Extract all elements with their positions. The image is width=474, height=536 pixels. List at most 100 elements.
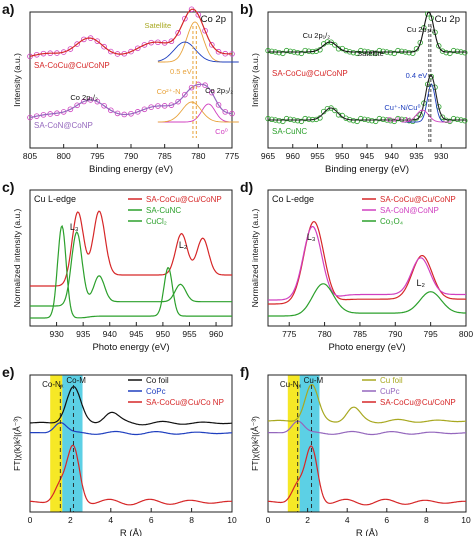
- data-point-a-1-6: [67, 106, 74, 113]
- annotation-b-2: Cu 2p₃/₂: [407, 25, 435, 34]
- legend-label-d-1: SA-CoN@CoNP: [380, 206, 439, 215]
- plot-frame-e: [29, 374, 233, 513]
- series-line-d-2: [268, 283, 467, 317]
- x-tick-label-d-5: 800: [459, 329, 473, 339]
- series-line-b-0: [268, 11, 466, 53]
- data-point-a-1-28: [215, 102, 222, 108]
- data-point-b-1-15: [320, 108, 327, 115]
- plot-frame-f: [267, 374, 467, 513]
- data-point-b-1-9: [298, 118, 305, 125]
- x-axis-label-c: Photo energy (eV): [92, 342, 169, 353]
- data-point-a-1-8: [81, 98, 87, 105]
- data-point-b-1-34: [391, 118, 397, 125]
- y-axis-label-d: Normalized intensity (a.u.): [250, 208, 260, 307]
- annotation-d-1: L₂: [417, 278, 426, 288]
- y-axis-label-a: Intensity (a.u.): [12, 53, 22, 107]
- data-point-b-0-53: [462, 50, 468, 56]
- legend-label-c-2: CuCl₂: [146, 217, 167, 226]
- x-tick-label-d-2: 785: [353, 329, 367, 339]
- plot-frame-c: [29, 189, 233, 327]
- legend-label-d-0: SA-CoCu@Cu/CoNP: [380, 195, 456, 204]
- panel-letter-a: a): [2, 1, 14, 17]
- data-point-b-1-24: [354, 118, 360, 125]
- x-axis-label-f: R (Å): [356, 528, 378, 536]
- data-point-a-0-6: [67, 46, 74, 52]
- x-tick-label-a-2: 795: [90, 151, 104, 161]
- data-point-b-0-0: [265, 47, 271, 54]
- x-tick-label-a-5: 780: [191, 151, 205, 161]
- annotation-c-1: L₂: [179, 240, 188, 250]
- legend-label-e-1: CoPc: [146, 387, 166, 396]
- x-tick-label-b-6: 935: [409, 151, 423, 161]
- series-line-c-1: [30, 231, 232, 307]
- chart-title-d: Co L-edge: [272, 194, 314, 204]
- x-tick-label-a-1: 800: [57, 151, 71, 161]
- x-tick-label-a-6: 775: [225, 151, 239, 161]
- legend-label-c-0: SA-CoCu@Cu/CoNP: [146, 195, 222, 204]
- data-point-b-1-10: [302, 115, 308, 122]
- data-point-b-0-41: [417, 39, 423, 46]
- data-point-b-1-29: [372, 118, 379, 125]
- x-tick-label-b-5: 940: [385, 151, 399, 161]
- data-point-b-0-29: [372, 50, 379, 57]
- region-label-f-0: Cu-Nₓ: [280, 380, 302, 389]
- data-point-a-0-11: [101, 43, 107, 50]
- data-point-b-1-5: [283, 115, 290, 122]
- x-tick-label-f-0: 0: [266, 515, 271, 525]
- data-point-a-1-13: [114, 110, 121, 117]
- x-tick-label-e-2: 4: [108, 515, 113, 525]
- fit-component-b-0: [401, 83, 452, 123]
- data-point-b-1-38: [406, 117, 412, 124]
- fit-component-a-1: [157, 41, 239, 63]
- data-point-b-1-53: [462, 117, 468, 124]
- x-axis-label-b: Binding energy (eV): [325, 164, 409, 175]
- data-point-b-1-26: [361, 116, 368, 122]
- y-axis-label-e: FT|χ(k)k²|(Å⁻³): [12, 416, 22, 471]
- panel-letter-d: d): [240, 179, 253, 195]
- annotation-a-2: Co²⁺-N: [157, 87, 181, 96]
- region-label-e-0: Co-Nₓ: [42, 380, 64, 389]
- data-point-b-0-25: [358, 47, 364, 54]
- y-axis-label-c: Normalized intensity (a.u.): [12, 208, 22, 307]
- series-line-e-0: [29, 386, 232, 426]
- series-line-e-1: [29, 422, 232, 436]
- data-point-a-1-16: [134, 109, 141, 115]
- x-tick-label-f-2: 4: [345, 515, 350, 525]
- data-point-b-1-35: [395, 115, 401, 122]
- data-point-b-0-30: [376, 47, 383, 54]
- x-tick-label-e-3: 6: [149, 515, 154, 525]
- x-tick-label-c-3: 945: [129, 329, 143, 339]
- chart-title-b: Cu 2p: [435, 14, 460, 25]
- data-point-b-1-0: [265, 115, 271, 122]
- data-point-b-0-33: [387, 50, 394, 56]
- data-point-b-1-28: [369, 117, 375, 124]
- x-tick-label-c-2: 940: [103, 329, 117, 339]
- data-point-a-0-7: [74, 41, 80, 47]
- x-tick-label-f-4: 8: [424, 515, 429, 525]
- x-tick-label-b-1: 960: [286, 151, 300, 161]
- x-tick-label-b-7: 930: [434, 151, 448, 161]
- data-point-b-1-8: [295, 117, 301, 124]
- data-point-b-1-33: [387, 117, 394, 124]
- x-tick-label-f-5: 10: [461, 515, 471, 525]
- data-point-b-0-49: [447, 50, 453, 57]
- series-line-a-0: [29, 8, 232, 57]
- data-point-b-0-38: [406, 49, 412, 56]
- legend-label-e-0: Co foil: [146, 376, 169, 385]
- series-line-f-0: [267, 383, 466, 424]
- annotation-a-1: 0.5 eV: [170, 67, 192, 76]
- data-point-b-0-4: [280, 50, 286, 57]
- x-tick-label-a-0: 805: [23, 151, 37, 161]
- data-point-b-0-40: [413, 46, 420, 52]
- data-point-b-1-41: [417, 112, 423, 118]
- data-point-b-1-31: [380, 116, 386, 122]
- series-line-f-2: [268, 445, 466, 506]
- x-tick-label-d-0: 775: [282, 329, 296, 339]
- annotation-c-0: L₃: [70, 222, 79, 232]
- data-point-b-1-11: [306, 116, 312, 122]
- x-tick-label-a-3: 790: [124, 151, 138, 161]
- data-point-b-0-6: [287, 48, 293, 54]
- data-point-b-1-51: [454, 116, 461, 122]
- x-tick-label-b-0: 965: [261, 151, 275, 161]
